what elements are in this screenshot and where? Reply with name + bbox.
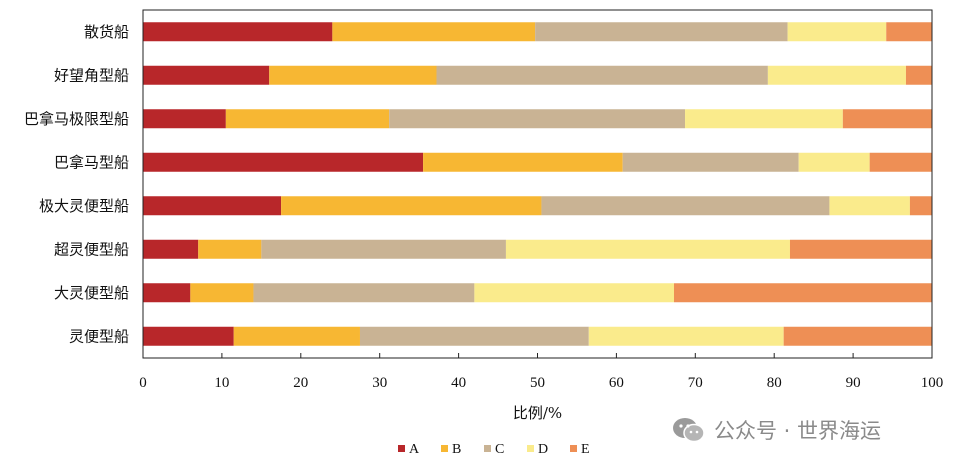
bar-segment-A-0 [143, 22, 333, 42]
bar-segment-E-1 [905, 65, 932, 85]
category-label: 好望角型船 [54, 66, 129, 84]
category-label: 巴拿马型船 [54, 153, 129, 171]
legend: A B C D E [398, 442, 590, 457]
x-axis-ticks: 0 10 20 30 40 50 60 70 80 90 100 [139, 353, 943, 391]
x-tick-label: 0 [139, 375, 147, 391]
x-tick-label: 20 [293, 375, 308, 391]
bar-segment-A-5 [143, 239, 199, 259]
bar-segment-E-7 [783, 326, 932, 346]
bar-segment-D-1 [767, 65, 906, 85]
category-label: 散货船 [84, 23, 129, 41]
x-tick-label: 60 [609, 375, 624, 391]
bar-segment-C-0 [535, 22, 788, 42]
x-tick-label: 100 [921, 375, 944, 391]
legend-label-B: B [452, 442, 461, 457]
legend-label-E: E [581, 442, 590, 457]
legend-swatch-A [398, 445, 405, 452]
bar-segment-B-7 [233, 326, 360, 346]
bar-segment-E-5 [789, 239, 932, 259]
bar-segment-B-3 [423, 152, 623, 172]
bar-segment-C-1 [436, 65, 768, 85]
category-label: 大灵便型船 [54, 284, 129, 302]
bar-segment-D-3 [798, 152, 870, 172]
x-axis-title: 比例/% [513, 404, 562, 422]
bar-segment-D-6 [474, 283, 674, 303]
bar-segment-D-0 [787, 22, 887, 42]
bar-segment-E-6 [673, 283, 932, 303]
bar-segment-D-7 [588, 326, 784, 346]
bar-segment-B-0 [332, 22, 536, 42]
legend-label-C: C [495, 442, 504, 457]
bar-segment-E-4 [909, 196, 932, 216]
bar-segment-B-2 [225, 109, 390, 129]
legend-swatch-B [441, 445, 448, 452]
bar-segment-C-7 [359, 326, 589, 346]
bar-segment-C-4 [541, 196, 830, 216]
bar-segment-B-1 [269, 65, 437, 85]
x-tick-label: 10 [214, 375, 229, 391]
bar-segment-A-2 [143, 109, 226, 129]
x-tick-label: 30 [372, 375, 387, 391]
x-tick-label: 70 [688, 375, 703, 391]
bar-segment-B-5 [198, 239, 262, 259]
x-tick-label: 90 [846, 375, 861, 391]
x-tick-label: 40 [451, 375, 466, 391]
bar-segment-A-1 [143, 65, 270, 85]
category-label: 极大灵便型船 [39, 197, 129, 215]
bar-segment-B-4 [281, 196, 542, 216]
x-tick-label: 80 [767, 375, 782, 391]
wechat-icon [673, 418, 705, 443]
bar-segment-E-2 [842, 109, 932, 129]
bar-segment-C-3 [622, 152, 799, 172]
category-label: 巴拿马极限型船 [24, 110, 129, 128]
bar-segment-E-3 [869, 152, 932, 172]
watermark: 公众号 · 世界海运 [672, 412, 881, 448]
bar-segment-C-6 [253, 283, 475, 303]
legend-swatch-E [570, 445, 577, 452]
bar-segment-A-4 [143, 196, 282, 216]
plot-frame [142, 9, 933, 359]
bar-segment-C-2 [389, 109, 686, 129]
legend-swatch-D [527, 445, 534, 452]
bar-segment-A-3 [143, 152, 424, 172]
bar-segment-C-5 [261, 239, 506, 259]
plot-border [142, 9, 933, 359]
category-label: 超灵便型船 [54, 240, 129, 258]
category-label: 灵便型船 [69, 327, 129, 345]
x-tick-label: 50 [530, 375, 545, 391]
legend-swatch-C [484, 445, 491, 452]
watermark-text: 公众号 · 世界海运 [714, 419, 882, 443]
bar-segment-D-2 [685, 109, 843, 129]
legend-label-D: D [538, 442, 548, 457]
bar-segment-B-6 [190, 283, 254, 303]
bar-segment-A-6 [143, 283, 191, 303]
bar-segment-A-7 [143, 326, 234, 346]
bar-segment-E-0 [886, 22, 932, 42]
legend-label-A: A [409, 442, 420, 457]
bar-segment-D-4 [829, 196, 910, 216]
bar-segment-D-5 [505, 239, 790, 259]
bars-layer [143, 22, 932, 346]
